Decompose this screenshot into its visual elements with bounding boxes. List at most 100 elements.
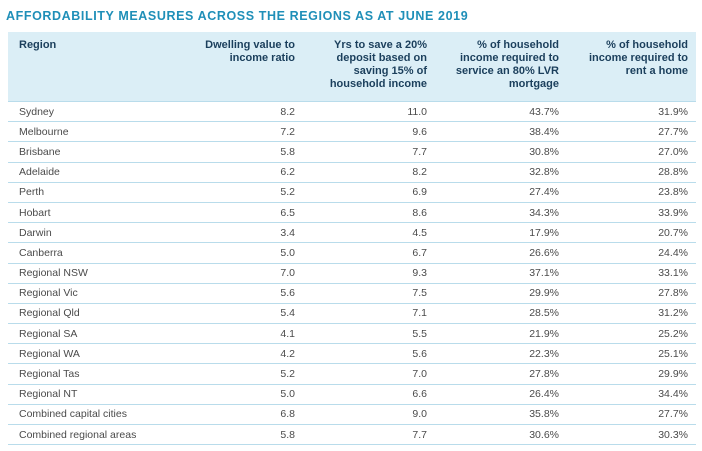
cell-mortgage-share: 21.9% xyxy=(435,323,567,345)
cell-mortgage-share: 29.9% xyxy=(435,283,567,304)
header-mortgage-share: % of household income required to servic… xyxy=(435,32,567,102)
cell-rent-share: 27.7% xyxy=(567,121,696,143)
cell-mortgage-share: 30.8% xyxy=(435,141,567,163)
cell-region: Regional NT xyxy=(8,384,158,405)
table-row: Regional NT 5.0 6.6 26.4% 34.4% xyxy=(8,384,696,405)
cell-mortgage-share: 37.1% xyxy=(435,263,567,284)
cell-rent-share: 27.0% xyxy=(567,141,696,163)
cell-region: Regional SA xyxy=(8,323,158,345)
cell-dwelling-ratio: 5.6 xyxy=(158,283,303,304)
table-row: Regional Tas 5.2 7.0 27.8% 29.9% xyxy=(8,363,696,385)
cell-years-to-save: 7.1 xyxy=(303,303,435,325)
cell-rent-share: 29.9% xyxy=(567,363,696,385)
table-row: Darwin 3.4 4.5 17.9% 20.7% xyxy=(8,222,696,244)
cell-rent-share: 28.8% xyxy=(567,162,696,183)
cell-rent-share: 33.9% xyxy=(567,202,696,224)
cell-region: Regional WA xyxy=(8,343,158,365)
cell-years-to-save: 8.6 xyxy=(303,202,435,224)
cell-rent-share: 34.4% xyxy=(567,384,696,405)
cell-region: Combined capital cities xyxy=(8,404,158,426)
cell-dwelling-ratio: 5.0 xyxy=(158,242,303,264)
cell-region: Regional Qld xyxy=(8,303,158,325)
header-rent-share-text: % of household income required to rent a… xyxy=(588,39,688,77)
cell-dwelling-ratio: 6.5 xyxy=(158,202,303,224)
cell-years-to-save: 7.7 xyxy=(303,141,435,163)
cell-dwelling-ratio: 5.2 xyxy=(158,363,303,385)
header-years-to-save-text: Yrs to save a 20% deposit based on savin… xyxy=(329,39,427,90)
cell-mortgage-share: 27.4% xyxy=(435,182,567,203)
cell-dwelling-ratio: 8.2 xyxy=(158,100,303,123)
cell-rent-share: 25.2% xyxy=(567,323,696,345)
table-row: Brisbane 5.8 7.7 30.8% 27.0% xyxy=(8,141,696,163)
table-row: Combined regional areas 5.8 7.7 30.6% 30.3% xyxy=(8,424,696,446)
cell-rent-share: 27.7% xyxy=(567,404,696,426)
cell-region: Sydney xyxy=(8,100,158,123)
cell-rent-share: 20.7% xyxy=(567,222,696,244)
cell-dwelling-ratio: 7.0 xyxy=(158,263,303,284)
cell-region: Perth xyxy=(8,182,158,203)
table-title: AFFORDABILITY MEASURES ACROSS THE REGION… xyxy=(6,9,469,23)
cell-dwelling-ratio: 5.4 xyxy=(158,303,303,325)
cell-dwelling-ratio: 5.0 xyxy=(158,384,303,405)
cell-region: Darwin xyxy=(8,222,158,244)
cell-dwelling-ratio: 6.8 xyxy=(158,404,303,426)
cell-years-to-save: 6.6 xyxy=(303,384,435,405)
cell-years-to-save: 7.5 xyxy=(303,283,435,304)
cell-rent-share: 31.9% xyxy=(567,100,696,123)
cell-dwelling-ratio: 6.2 xyxy=(158,162,303,183)
header-dwelling-ratio-text: Dwelling value to income ratio xyxy=(205,39,295,64)
cell-mortgage-share: 22.3% xyxy=(435,343,567,365)
cell-years-to-save: 9.6 xyxy=(303,121,435,143)
table-row: Sydney 8.2 11.0 43.7% 31.9% xyxy=(8,100,696,123)
header-rent-share: % of household income required to rent a… xyxy=(567,32,696,102)
cell-mortgage-share: 43.7% xyxy=(435,100,567,123)
cell-years-to-save: 9.0 xyxy=(303,404,435,426)
table-row: Regional WA 4.2 5.6 22.3% 25.1% xyxy=(8,343,696,365)
table-row: Combined capital cities 6.8 9.0 35.8% 27.7% xyxy=(8,404,696,426)
cell-years-to-save: 5.6 xyxy=(303,343,435,365)
cell-dwelling-ratio: 5.2 xyxy=(158,182,303,203)
table-row: Regional SA 4.1 5.5 21.9% 25.2% xyxy=(8,323,696,345)
cell-dwelling-ratio: 7.2 xyxy=(158,121,303,143)
table-row: Perth 5.2 6.9 27.4% 23.8% xyxy=(8,182,696,203)
cell-dwelling-ratio: 3.4 xyxy=(158,222,303,244)
table-row: Melbourne 7.2 9.6 38.4% 27.7% xyxy=(8,121,696,143)
cell-years-to-save: 5.5 xyxy=(303,323,435,345)
header-row: Region Dwelling value to income ratio Yr… xyxy=(8,32,696,102)
header-mortgage-share-text: % of household income required to servic… xyxy=(455,39,559,90)
header-dwelling-ratio: Dwelling value to income ratio xyxy=(158,32,303,102)
cell-rent-share: 24.4% xyxy=(567,242,696,264)
cell-mortgage-share: 27.8% xyxy=(435,363,567,385)
table-row: Regional NSW 7.0 9.3 37.1% 33.1% xyxy=(8,263,696,284)
cell-mortgage-share: 26.4% xyxy=(435,384,567,405)
cell-dwelling-ratio: 5.8 xyxy=(158,424,303,446)
cell-region: Canberra xyxy=(8,242,158,264)
cell-region: Adelaide xyxy=(8,162,158,183)
cell-region: Regional Tas xyxy=(8,363,158,385)
cell-years-to-save: 9.3 xyxy=(303,263,435,284)
header-years-to-save: Yrs to save a 20% deposit based on savin… xyxy=(303,32,435,102)
cell-years-to-save: 11.0 xyxy=(303,100,435,123)
cell-mortgage-share: 30.6% xyxy=(435,424,567,446)
table-body: Sydney 8.2 11.0 43.7% 31.9% Melbourne 7.2 9.6 38… xyxy=(8,100,696,446)
cell-dwelling-ratio: 4.1 xyxy=(158,323,303,345)
cell-region: Melbourne xyxy=(8,121,158,143)
cell-rent-share: 30.3% xyxy=(567,424,696,446)
table-row: Hobart 6.5 8.6 34.3% 33.9% xyxy=(8,202,696,224)
cell-dwelling-ratio: 4.2 xyxy=(158,343,303,365)
cell-mortgage-share: 17.9% xyxy=(435,222,567,244)
cell-dwelling-ratio: 5.8 xyxy=(158,141,303,163)
header-region: Region xyxy=(8,32,158,102)
cell-years-to-save: 7.0 xyxy=(303,363,435,385)
cell-region: Combined regional areas xyxy=(8,424,158,446)
cell-rent-share: 33.1% xyxy=(567,263,696,284)
cell-region: Hobart xyxy=(8,202,158,224)
cell-region: Regional Vic xyxy=(8,283,158,304)
table-row: Adelaide 6.2 8.2 32.8% 28.8% xyxy=(8,162,696,183)
table-row: Regional Vic 5.6 7.5 29.9% 27.8% xyxy=(8,283,696,304)
cell-mortgage-share: 35.8% xyxy=(435,404,567,426)
cell-region: Brisbane xyxy=(8,141,158,163)
cell-rent-share: 25.1% xyxy=(567,343,696,365)
cell-years-to-save: 6.9 xyxy=(303,182,435,203)
